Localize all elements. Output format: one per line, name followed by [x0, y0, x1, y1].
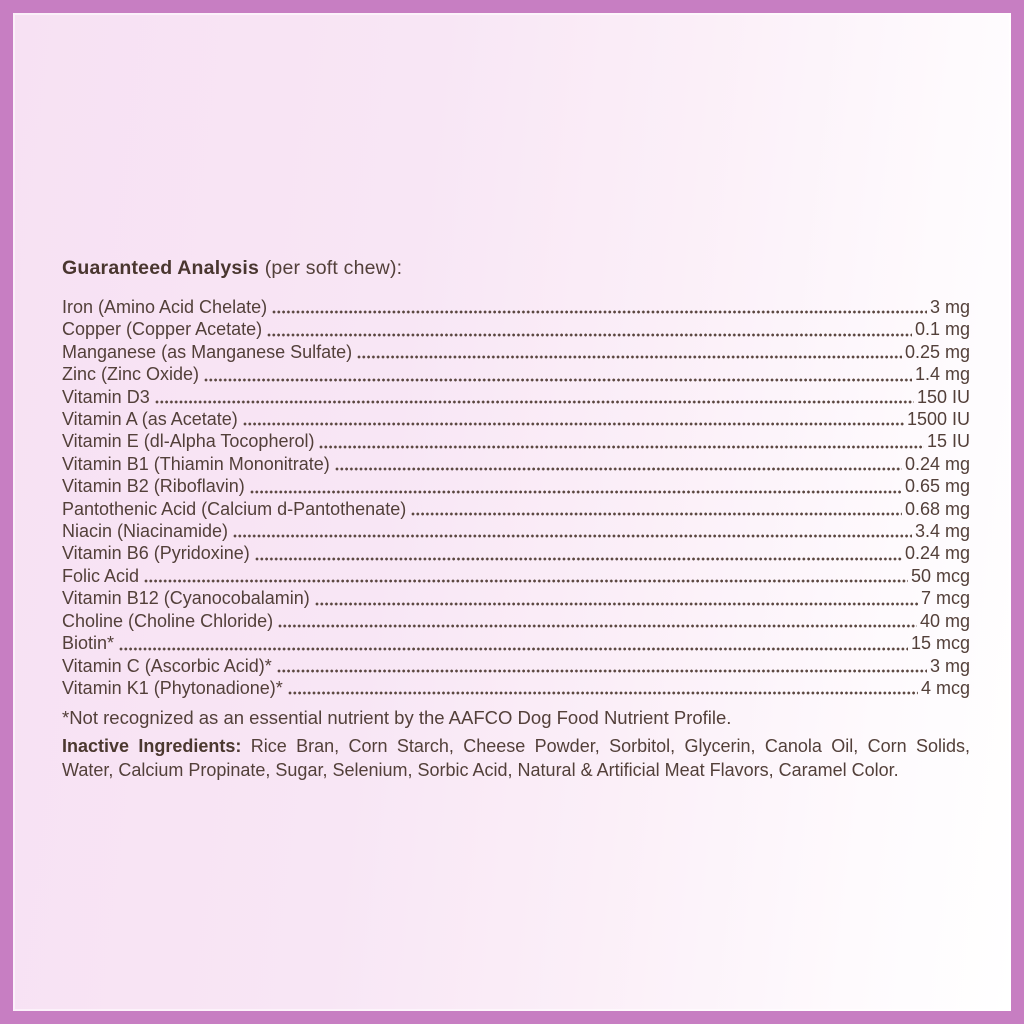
dotted-leader [276, 668, 927, 673]
nutrient-name: Vitamin B6 (Pyridoxine) [62, 543, 250, 564]
nutrient-value: 3 mg [929, 297, 970, 317]
dotted-leader [254, 556, 902, 561]
nutrient-name: Vitamin B1 (Thiamin Mononitrate) [62, 453, 330, 474]
nutrient-row: Biotin* 15 mcg [62, 632, 970, 654]
dotted-leader [154, 400, 914, 405]
dotted-leader [411, 512, 902, 517]
heading-title: Guaranteed Analysis [62, 257, 260, 279]
nutrient-value: 3.4 mg [914, 521, 970, 542]
nutrient-row: Vitamin B12 (Cyanocobalamin) 7 mcg [62, 587, 970, 609]
nutrient-value: 7 mcg [920, 588, 970, 609]
nutrient-row: Zinc (Zinc Oxide) 1.4 mg [62, 363, 970, 385]
dotted-leader [233, 534, 912, 539]
nutrient-row: Vitamin B1 (Thiamin Mononitrate) 0.24 mg [62, 453, 970, 475]
inactive-ingredients-text1: Rice Bran, Corn Starch, Cheese Powder, S… [250, 736, 970, 757]
nutrient-name: Vitamin D3 [62, 386, 150, 407]
nutrient-value: 1500 IU [906, 409, 970, 430]
nutrient-value: 15 IU [926, 431, 970, 452]
nutrient-row: Iron (Amino Acid Chelate) 3 mg [62, 296, 970, 318]
inactive-ingredients-line1: Inactive Ingredients: Rice Bran, Corn St… [62, 735, 970, 759]
label-background: Guaranteed Analysis (per soft chew): Iro… [13, 13, 1011, 1011]
dotted-leader [334, 467, 902, 472]
nutrient-name: Copper (Copper Acetate) [62, 319, 263, 340]
nutrient-name: Pantothenic Acid (Calcium d-Pantothenate… [62, 498, 407, 519]
nutrient-name: Vitamin E (dl-Alpha Tocopherol) [62, 431, 315, 452]
nutrient-name: Vitamin B12 (Cyanocobalamin) [62, 588, 310, 609]
dotted-leader [119, 646, 908, 651]
nutrient-row: Manganese (as Manganese Sulfate) 0.25 mg [62, 341, 970, 363]
dotted-leader [357, 355, 902, 360]
nutrient-value: 40 mg [919, 610, 970, 631]
dotted-leader [314, 601, 918, 606]
nutrient-value: 1.4 mg [914, 364, 970, 385]
nutrient-name: Iron (Amino Acid Chelate) [62, 297, 268, 317]
nutrient-name: Niacin (Niacinamide) [62, 521, 229, 542]
nutrient-row: Vitamin D3 150 IU [62, 386, 970, 408]
nutrient-value: 0.68 mg [904, 498, 970, 519]
nutrient-row: Vitamin B2 (Riboflavin) 0.65 mg [62, 475, 970, 497]
nutrient-name: Biotin* [62, 633, 115, 654]
nutrient-value: 0.24 mg [904, 453, 970, 474]
heading-suffix: (per soft chew): [264, 257, 403, 279]
nutrient-value: 0.65 mg [904, 476, 970, 497]
nutrient-row: Vitamin E (dl-Alpha Tocopherol) 15 IU [62, 430, 970, 452]
nutrient-name: Vitamin K1 (Phytonadione)* [62, 677, 283, 698]
nutrient-value: 0.24 mg [904, 543, 970, 564]
nutrient-name: Folic Acid [62, 565, 140, 586]
analysis-table: Iron (Amino Acid Chelate) 3 mg Copper (C… [62, 296, 970, 699]
nutrient-name: Vitamin A (as Acetate) [62, 409, 238, 430]
nutrient-value: 3 mg [929, 655, 970, 676]
dotted-leader [144, 579, 908, 584]
nutrient-name: Vitamin C (Ascorbic Acid)* [62, 655, 272, 676]
nutrient-row: Pantothenic Acid (Calcium d-Pantothenate… [62, 498, 970, 520]
dotted-leader [204, 377, 912, 382]
nutrient-name: Zinc (Zinc Oxide) [62, 364, 200, 385]
nutrient-row: Copper (Copper Acetate) 0.1 mg [62, 318, 970, 340]
dotted-leader [272, 310, 927, 315]
nutrient-value: 0.1 mg [914, 319, 970, 340]
inactive-ingredients-line2: Water, Calcium Propinate, Sugar, Seleniu… [62, 759, 899, 780]
nutrient-value: 50 mcg [910, 565, 970, 586]
dotted-leader [267, 332, 912, 337]
guaranteed-analysis-heading: Guaranteed Analysis (per soft chew): [62, 256, 970, 280]
dotted-leader [278, 624, 917, 629]
dotted-leader [287, 691, 918, 696]
nutrient-row: Vitamin K1 (Phytonadione)* 4 mcg [62, 677, 970, 699]
nutrient-row: Vitamin A (as Acetate) 1500 IU [62, 408, 970, 430]
nutrient-value: 4 mcg [920, 677, 970, 698]
aafco-footnote: *Not recognized as an essential nutrient… [62, 707, 732, 729]
nutrient-name: Vitamin B2 (Riboflavin) [62, 476, 245, 497]
nutrient-value: 150 IU [916, 386, 970, 407]
nutrient-name: Choline (Choline Chloride) [62, 610, 274, 631]
inactive-ingredients-label: Inactive Ingredients: [62, 736, 242, 757]
dotted-leader [242, 422, 904, 427]
nutrient-row: Choline (Choline Chloride) 40 mg [62, 610, 970, 632]
nutrient-row: Vitamin B6 (Pyridoxine) 0.24 mg [62, 542, 970, 564]
nutrient-row: Vitamin C (Ascorbic Acid)* 3 mg [62, 655, 970, 677]
dotted-leader [319, 444, 924, 449]
dotted-leader [249, 489, 902, 494]
nutrient-value: 0.25 mg [904, 341, 970, 362]
nutrient-row: Folic Acid 50 mcg [62, 565, 970, 587]
nutrient-name: Manganese (as Manganese Sulfate) [62, 341, 353, 362]
nutrient-row: Niacin (Niacinamide) 3.4 mg [62, 520, 970, 542]
nutrient-value: 15 mcg [910, 633, 970, 654]
